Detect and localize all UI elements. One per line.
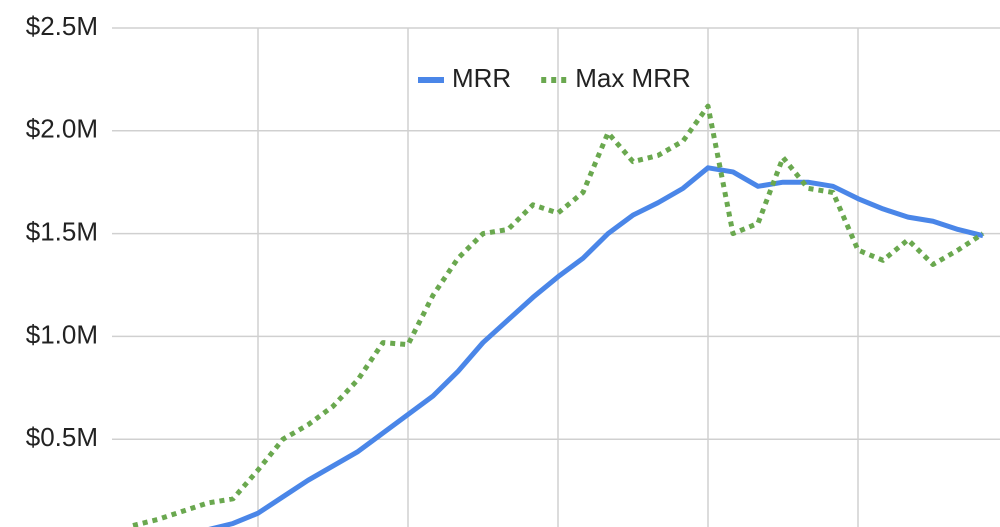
y-tick-label: $2.0M	[26, 114, 98, 144]
y-tick-label: $0.5M	[26, 422, 98, 452]
series-line	[208, 165, 984, 527]
y-tick-label: $1.5M	[26, 216, 98, 246]
y-tick-label: $2.5M	[26, 11, 98, 41]
legend-label: Max MRR	[575, 63, 691, 93]
legend-label: MRR	[452, 63, 511, 93]
y-tick-label: $1.0M	[26, 319, 98, 349]
